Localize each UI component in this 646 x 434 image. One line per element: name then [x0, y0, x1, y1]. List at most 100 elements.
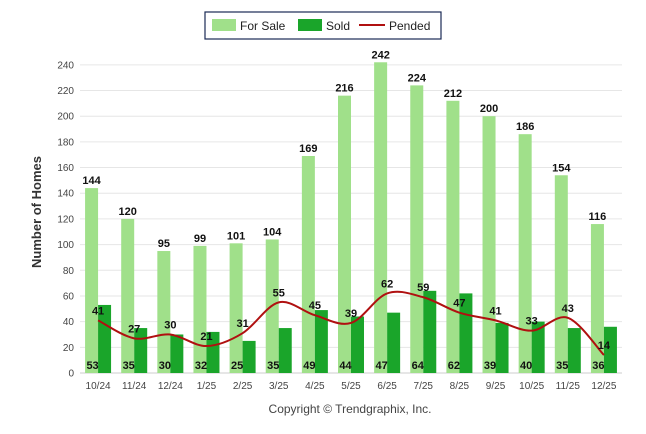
- data-label-sold: 36: [592, 360, 604, 372]
- data-label-sold: 47: [376, 360, 388, 372]
- data-label-sold: 64: [412, 360, 425, 372]
- legend-label-sold: Sold: [326, 19, 350, 33]
- data-label-pended: 21: [200, 331, 212, 343]
- y-tick-label: 140: [57, 189, 74, 200]
- data-label-pended: 45: [309, 300, 321, 312]
- data-label-for-sale: 95: [158, 238, 170, 250]
- bar-sold: [495, 322, 509, 373]
- bar-sold: [170, 334, 184, 373]
- x-tick-label: 10/24: [86, 381, 111, 392]
- data-label-pended: 59: [417, 282, 429, 294]
- y-axis-ticks: 0 20 40 60 80 100 120 140 160 180 200 220 240: [57, 60, 74, 379]
- data-label-for-sale: 224: [408, 72, 427, 84]
- bar-for-sale: [374, 62, 388, 373]
- y-tick-label: 100: [57, 240, 74, 251]
- legend-swatch-for-sale: [212, 19, 236, 31]
- bar-for-sale: [301, 156, 315, 373]
- data-label-pended: 47: [453, 298, 465, 310]
- y-tick-label: 80: [63, 266, 75, 277]
- bar-sold: [206, 331, 220, 373]
- x-tick-label: 12/25: [591, 381, 616, 392]
- data-label-pended: 41: [92, 305, 104, 317]
- y-tick-label: 240: [57, 60, 74, 71]
- pended-line: [97, 290, 605, 356]
- bar-for-sale: [85, 188, 99, 373]
- x-tick-label: 5/25: [341, 381, 361, 392]
- x-axis-ticks: 10/24 11/24 12/24 1/25 2/25 3/25 4/25 5/25 6/25 7…: [86, 381, 617, 392]
- data-label-for-sale: 212: [444, 88, 462, 100]
- bar-for-sale: [482, 116, 496, 373]
- y-tick-label: 160: [57, 163, 74, 174]
- x-tick-label: 10/25: [519, 381, 544, 392]
- data-label-for-sale: 144: [82, 175, 101, 187]
- legend: For Sale Sold Pended: [204, 11, 442, 40]
- data-label-sold: 32: [195, 360, 207, 372]
- bar-for-sale: [157, 251, 171, 373]
- bar-for-sale: [338, 95, 351, 373]
- x-tick-label: 12/24: [158, 381, 183, 392]
- data-label-sold: 39: [484, 360, 496, 372]
- data-label-sold: 25: [231, 360, 243, 372]
- data-label-pended: 14: [598, 340, 611, 352]
- x-tick-label: 11/25: [556, 381, 581, 392]
- data-label-pended: 62: [381, 278, 393, 290]
- bars: [85, 62, 617, 374]
- y-axis-label: Number of Homes: [29, 156, 44, 268]
- x-tick-label: 1/25: [197, 381, 217, 392]
- data-labels: 144 53 120 35 95 30 99 32 101 25 104 35 169 49 216 44 24…: [82, 49, 611, 372]
- x-tick-label: 9/25: [486, 381, 506, 392]
- bar-for-sale: [590, 224, 604, 373]
- data-label-sold: 44: [339, 360, 352, 372]
- data-label-pended: 43: [562, 303, 574, 315]
- data-label-pended: 31: [236, 318, 248, 330]
- legend-box: [204, 11, 442, 40]
- data-label-pended: 39: [345, 308, 357, 320]
- data-label-pended: 55: [273, 287, 285, 299]
- bar-for-sale: [410, 85, 424, 373]
- data-label-for-sale: 104: [263, 226, 282, 238]
- data-label-sold: 40: [520, 360, 532, 372]
- x-tick-label: 7/25: [414, 381, 434, 392]
- bar-sold: [387, 312, 401, 373]
- data-label-sold: 35: [556, 360, 568, 372]
- bar-sold: [314, 310, 328, 373]
- data-label-pended: 27: [128, 323, 140, 335]
- data-label-for-sale: 169: [299, 143, 317, 155]
- x-tick-label: 2/25: [233, 381, 253, 392]
- bar-sold: [351, 316, 364, 373]
- legend-label-pended: Pended: [389, 19, 430, 33]
- data-label-for-sale: 154: [552, 162, 571, 174]
- x-tick-label: 4/25: [305, 381, 325, 392]
- bar-for-sale: [446, 100, 460, 374]
- bar-sold: [603, 326, 617, 373]
- data-label-for-sale: 101: [227, 230, 245, 242]
- data-label-for-sale: 216: [335, 83, 353, 95]
- data-label-sold: 35: [267, 360, 279, 372]
- data-label-sold: 62: [448, 360, 460, 372]
- x-tick-label: 11/24: [122, 381, 147, 392]
- y-tick-label: 20: [63, 343, 75, 354]
- data-label-for-sale: 116: [589, 211, 607, 223]
- y-tick-label: 200: [57, 112, 74, 123]
- line-pended: [97, 290, 605, 356]
- bar-sold: [242, 340, 256, 373]
- bar-for-sale: [121, 218, 135, 373]
- legend-label-for-sale: For Sale: [240, 19, 286, 33]
- data-label-for-sale: 186: [516, 121, 534, 133]
- x-tick-label: 8/25: [450, 381, 470, 392]
- bar-sold: [423, 290, 437, 373]
- data-label-sold: 35: [123, 360, 135, 372]
- y-tick-label: 120: [57, 214, 74, 225]
- data-label-pended: 33: [526, 316, 538, 328]
- bar-for-sale: [518, 134, 532, 373]
- legend-swatch-sold: [298, 19, 322, 31]
- data-label-pended: 41: [489, 305, 501, 317]
- data-label-pended: 30: [164, 319, 176, 331]
- bar-for-sale: [193, 245, 207, 373]
- data-label-for-sale: 120: [119, 206, 137, 218]
- bar-sold: [567, 328, 581, 373]
- bar-for-sale: [554, 175, 568, 373]
- data-label-for-sale: 99: [194, 233, 206, 245]
- x-tick-label: 6/25: [377, 381, 397, 392]
